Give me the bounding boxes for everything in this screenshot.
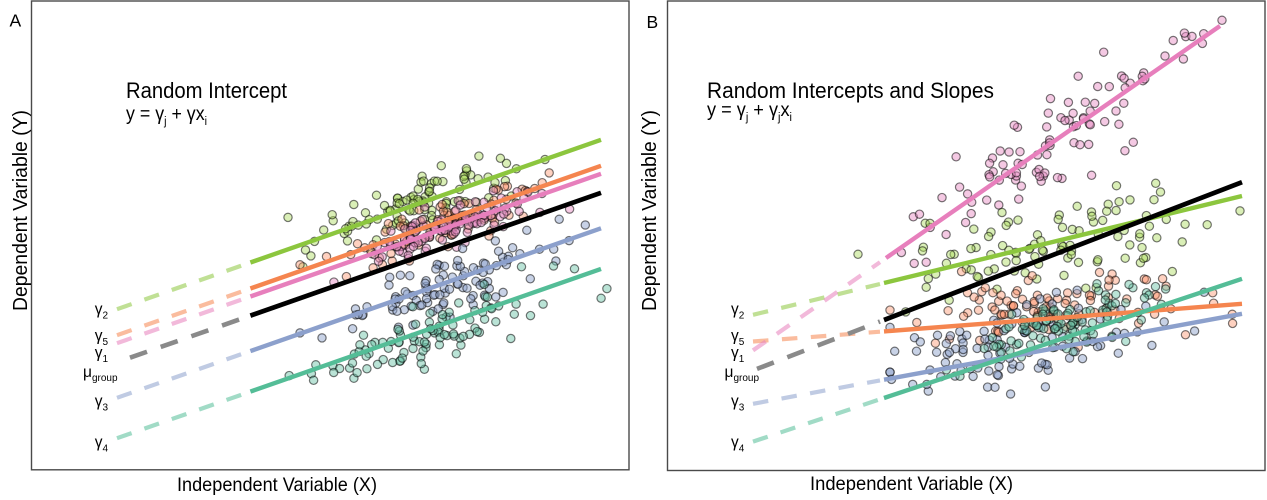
svg-text:Independent Variable (X): Independent Variable (X) bbox=[810, 473, 1013, 495]
svg-text:Dependent Variable (Y): Dependent Variable (Y) bbox=[9, 110, 32, 311]
svg-text:A: A bbox=[10, 11, 22, 31]
svg-text:Dependent Variable (Y): Dependent Variable (Y) bbox=[638, 110, 661, 311]
svg-text:y = γj + γxi: y = γj + γxi bbox=[126, 104, 207, 128]
svg-text:y = γj + γjxi: y = γj + γjxi bbox=[707, 100, 792, 124]
svg-text:B: B bbox=[647, 12, 659, 32]
svg-text:Random Intercepts and Slopes: Random Intercepts and Slopes bbox=[707, 78, 994, 103]
svg-text:Independent Variable (X): Independent Variable (X) bbox=[177, 474, 377, 496]
svg-text:Random Intercept: Random Intercept bbox=[126, 78, 287, 103]
